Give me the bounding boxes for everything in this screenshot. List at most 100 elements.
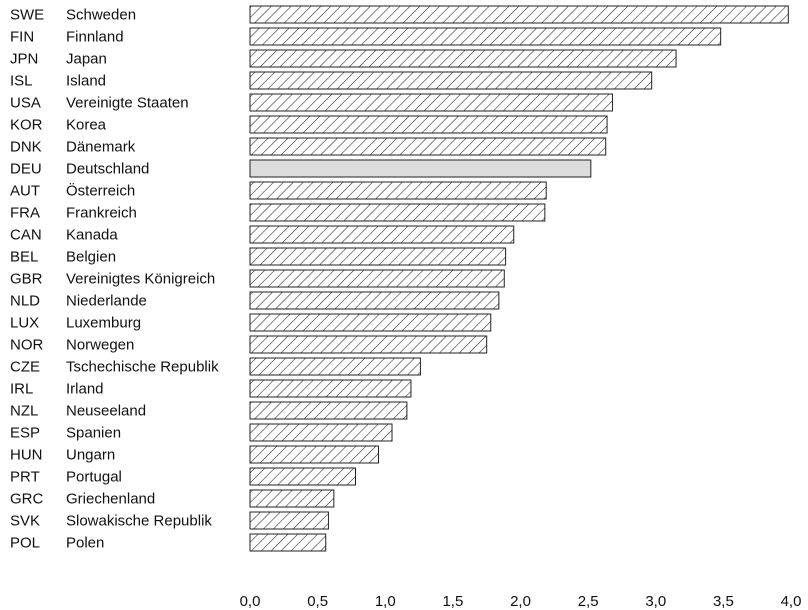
country-name-label: Griechenland bbox=[66, 491, 155, 508]
country-name-label: Ungarn bbox=[66, 447, 115, 464]
bar-row-nld: NLD Niederlande bbox=[10, 291, 500, 310]
x-axis-ticks: 0,0 0,5 1,0 1,5 2,0 2,5 3,0 3,5 4,0 bbox=[240, 593, 802, 610]
bar-row-pol: POL Polen bbox=[10, 533, 327, 552]
country-code-label: SWE bbox=[10, 7, 44, 24]
country-name-label: Slowakische Republik bbox=[66, 513, 212, 530]
x-tick-label: 0,5 bbox=[307, 593, 328, 610]
country-name-label: Neuseeland bbox=[66, 403, 146, 420]
country-code-label: JPN bbox=[10, 51, 38, 68]
bar-row-fra: FRA Frankreich bbox=[10, 203, 546, 222]
country-name-label: Polen bbox=[66, 535, 104, 552]
country-code-label: DNK bbox=[10, 139, 42, 156]
country-code-label: FRA bbox=[10, 205, 40, 222]
country-code-label: NLD bbox=[10, 293, 40, 310]
country-name-label: Vereinigte Staaten bbox=[66, 95, 189, 112]
bar-highlighted bbox=[249, 159, 592, 178]
country-name-label: Deutschland bbox=[66, 161, 149, 178]
bar-row-lux: LUX Luxemburg bbox=[10, 313, 492, 332]
bar bbox=[249, 181, 547, 200]
country-code-label: BEL bbox=[10, 249, 38, 266]
country-name-label: Norwegen bbox=[66, 337, 134, 354]
x-tick-label: 1,0 bbox=[375, 593, 396, 610]
bar-row-cze: CZE Tschechische Republik bbox=[10, 357, 421, 376]
country-name-label: Niederlande bbox=[66, 293, 147, 310]
bar-row-aut: AUT Österreich bbox=[10, 181, 547, 200]
country-code-label: CAN bbox=[10, 227, 42, 244]
country-code-label: HUN bbox=[10, 447, 43, 464]
x-tick-label: 1,5 bbox=[442, 593, 463, 610]
bar-row-deu: DEU Deutschland bbox=[10, 159, 592, 178]
x-tick-label: 0,0 bbox=[240, 593, 261, 610]
country-code-label: IRL bbox=[10, 381, 33, 398]
bar bbox=[249, 137, 607, 156]
bar bbox=[249, 291, 500, 310]
country-code-label: DEU bbox=[10, 161, 42, 178]
x-tick-label: 2,5 bbox=[578, 593, 599, 610]
bar-row-swe: SWE Schweden bbox=[10, 5, 789, 24]
bar bbox=[249, 335, 488, 354]
x-tick-label: 4,0 bbox=[781, 593, 802, 610]
country-code-label: NZL bbox=[10, 403, 38, 420]
country-name-label: Belgien bbox=[66, 249, 116, 266]
bar bbox=[249, 5, 789, 24]
country-name-label: Luxemburg bbox=[66, 315, 141, 332]
bar-row-fin: FIN Finnland bbox=[10, 27, 722, 46]
country-name-label: Frankreich bbox=[66, 205, 137, 222]
country-name-label: Vereinigtes Königreich bbox=[66, 271, 215, 288]
bar-row-gbr: GBR Vereinigtes Königreich bbox=[10, 269, 505, 288]
bar-row-irl: IRL Irland bbox=[10, 379, 412, 398]
chart-rows: SWE Schweden FIN Finnland JPN Japan ISL Island U… bbox=[10, 5, 789, 552]
bar bbox=[249, 203, 546, 222]
country-code-label: LUX bbox=[10, 315, 39, 332]
country-code-label: GBR bbox=[10, 271, 43, 288]
bar bbox=[249, 27, 722, 46]
country-name-label: Island bbox=[66, 73, 106, 90]
bar-row-can: CAN Kanada bbox=[10, 225, 515, 244]
x-tick-label: 2,0 bbox=[510, 593, 531, 610]
country-name-label: Korea bbox=[66, 117, 107, 134]
country-code-label: NOR bbox=[10, 337, 44, 354]
bar bbox=[249, 379, 412, 398]
bar-row-svk: SVK Slowakische Republik bbox=[10, 511, 329, 530]
bar bbox=[249, 401, 408, 420]
country-code-label: KOR bbox=[10, 117, 43, 134]
bar bbox=[249, 93, 613, 112]
bar-row-isl: ISL Island bbox=[10, 71, 653, 90]
bar bbox=[249, 49, 677, 68]
country-name-label: Schweden bbox=[66, 7, 136, 24]
bar bbox=[249, 71, 653, 90]
country-code-label: ISL bbox=[10, 73, 33, 90]
bar-row-esp: ESP Spanien bbox=[10, 423, 393, 442]
bar-row-usa: USA Vereinigte Staaten bbox=[10, 93, 613, 112]
bar bbox=[249, 225, 515, 244]
bar bbox=[249, 313, 492, 332]
bar-row-bel: BEL Belgien bbox=[10, 247, 507, 266]
bar-row-nzl: NZL Neuseeland bbox=[10, 401, 408, 420]
bar bbox=[249, 115, 608, 134]
country-name-label: Finnland bbox=[66, 29, 124, 46]
country-name-label: Portugal bbox=[66, 469, 122, 486]
bar bbox=[249, 511, 329, 530]
country-code-label: POL bbox=[10, 535, 40, 552]
bar bbox=[249, 357, 421, 376]
country-code-label: FIN bbox=[10, 29, 34, 46]
country-name-label: Kanada bbox=[66, 227, 118, 244]
country-name-label: Japan bbox=[66, 51, 107, 68]
bar bbox=[249, 423, 393, 442]
bar bbox=[249, 533, 327, 552]
bar bbox=[249, 445, 379, 464]
x-tick-label: 3,0 bbox=[645, 593, 666, 610]
country-name-label: Dänemark bbox=[66, 139, 136, 156]
bar-row-prt: PRT Portugal bbox=[10, 467, 356, 486]
bar-row-hun: HUN Ungarn bbox=[10, 445, 379, 464]
country-code-label: ESP bbox=[10, 425, 40, 442]
bar bbox=[249, 489, 335, 508]
bar bbox=[249, 247, 507, 266]
country-name-label: Tschechische Republik bbox=[66, 359, 219, 376]
country-code-label: CZE bbox=[10, 359, 40, 376]
country-code-label: AUT bbox=[10, 183, 40, 200]
bar-row-dnk: DNK Dänemark bbox=[10, 137, 607, 156]
bar-row-nor: NOR Norwegen bbox=[10, 335, 488, 354]
bar bbox=[249, 467, 356, 486]
